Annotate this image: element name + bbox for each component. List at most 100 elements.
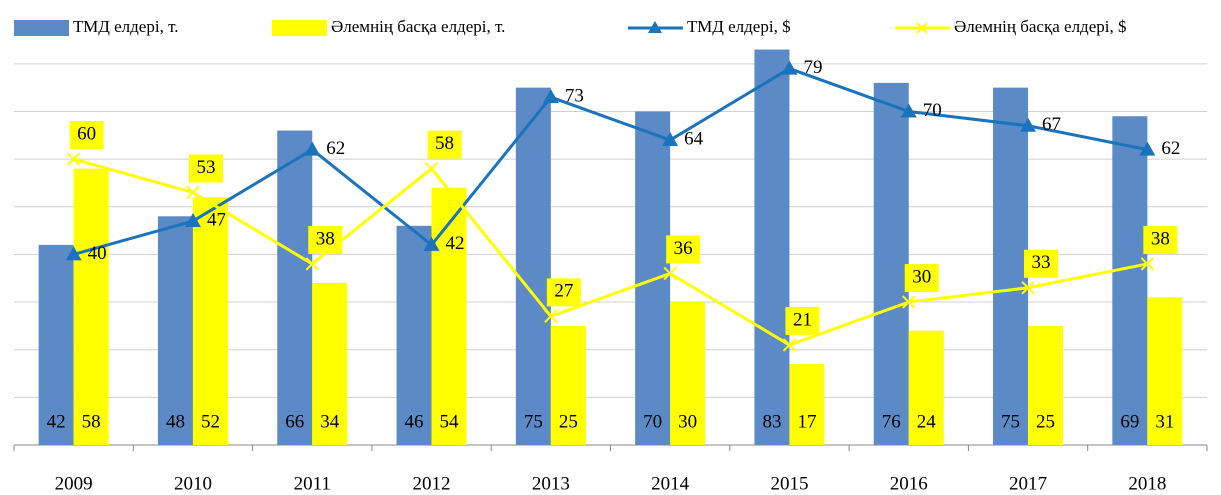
x-tick-label: 2018	[1128, 473, 1166, 494]
marker	[66, 152, 81, 166]
line-label: 30	[912, 266, 931, 287]
legend-marker	[916, 22, 928, 34]
bar-label: 52	[201, 411, 220, 432]
marker	[424, 161, 439, 176]
marker	[663, 266, 677, 281]
bar	[670, 302, 706, 445]
bar-label: 48	[166, 411, 185, 432]
bar-label: 69	[1120, 411, 1139, 432]
line-label: 33	[1032, 252, 1051, 273]
line	[73, 157, 1148, 347]
bar	[908, 330, 944, 445]
line-label: 40	[88, 243, 107, 264]
bar-label: 30	[678, 411, 697, 432]
bar	[754, 49, 790, 445]
bar	[431, 187, 467, 446]
line-label: 38	[1151, 228, 1170, 249]
label-box	[188, 154, 223, 183]
line	[73, 66, 1148, 256]
label-box	[666, 235, 701, 264]
line-label: 79	[803, 57, 822, 78]
line-label: 62	[326, 138, 345, 159]
line-label: 53	[196, 157, 215, 178]
bar-label: 54	[440, 411, 460, 432]
bar-label: 75	[524, 411, 543, 432]
bar-label: 76	[882, 411, 901, 432]
label-box	[427, 130, 462, 159]
x-tick-label: 2016	[890, 473, 928, 494]
bar-label: 46	[405, 411, 424, 432]
line-label: 58	[435, 133, 454, 154]
line-label: 21	[793, 309, 812, 330]
bar-label: 83	[762, 411, 781, 432]
marker	[184, 213, 201, 228]
x-tick-label: 2011	[294, 473, 331, 494]
bar-label: 25	[1036, 411, 1055, 432]
bar	[38, 244, 74, 445]
bar	[277, 130, 313, 445]
marker	[544, 309, 558, 324]
x-tick-label: 2013	[532, 473, 570, 494]
label-box	[1024, 249, 1059, 278]
marker	[542, 89, 559, 104]
x-tick-label: 2014	[651, 473, 690, 494]
bar	[1147, 297, 1183, 445]
line-label: 38	[316, 228, 335, 249]
x-tick-label: 2015	[770, 473, 808, 494]
label-box	[69, 121, 104, 150]
label-box	[1143, 225, 1178, 254]
bar-label: 75	[1001, 411, 1020, 432]
line-label: 42	[446, 233, 465, 254]
x-tick-label: 2010	[174, 473, 212, 494]
bar	[1112, 116, 1148, 445]
marker	[186, 185, 200, 200]
marker	[781, 60, 798, 75]
bar	[789, 364, 825, 445]
legend-marker	[648, 21, 662, 33]
line-label: 67	[1042, 114, 1061, 135]
marker	[900, 103, 917, 118]
bar	[312, 283, 348, 445]
label-box	[785, 306, 820, 335]
label-box	[308, 225, 343, 254]
marker	[1139, 141, 1156, 156]
label-box	[904, 264, 939, 293]
marker	[423, 236, 440, 251]
line-label: 60	[77, 123, 96, 144]
bar	[1028, 325, 1064, 445]
bar	[550, 325, 586, 445]
bar-label: 34	[320, 411, 340, 432]
marker	[1020, 117, 1037, 132]
legend-swatch	[272, 20, 327, 36]
line-label: 27	[554, 281, 573, 302]
bar-label: 42	[47, 411, 66, 432]
marker	[662, 132, 679, 147]
line-label: 62	[1161, 138, 1180, 159]
legend-label: ТМД елдері, т.	[73, 17, 178, 36]
x-tick-label: 2017	[1009, 473, 1047, 494]
marker	[1021, 281, 1035, 295]
marker	[305, 257, 319, 271]
bar	[73, 168, 109, 445]
x-tick-label: 2012	[413, 473, 451, 494]
line-label: 70	[923, 100, 942, 121]
bar	[515, 87, 551, 445]
bar-label: 17	[797, 411, 816, 432]
line-label: 47	[207, 209, 226, 230]
bar	[993, 87, 1029, 445]
legend-label: Әлемнің басқа елдері, $	[954, 17, 1126, 36]
bar-label: 66	[285, 411, 304, 432]
bar-label: 25	[559, 411, 578, 432]
line-label: 36	[674, 238, 693, 259]
bar	[192, 197, 228, 445]
bar	[873, 82, 909, 445]
bar	[396, 225, 432, 445]
marker	[902, 295, 916, 309]
x-tick-label: 2009	[55, 473, 93, 494]
bar	[157, 216, 193, 445]
marker	[1140, 257, 1155, 271]
marker	[304, 141, 321, 156]
line-label: 73	[565, 86, 584, 107]
bar-label: 58	[82, 411, 101, 432]
